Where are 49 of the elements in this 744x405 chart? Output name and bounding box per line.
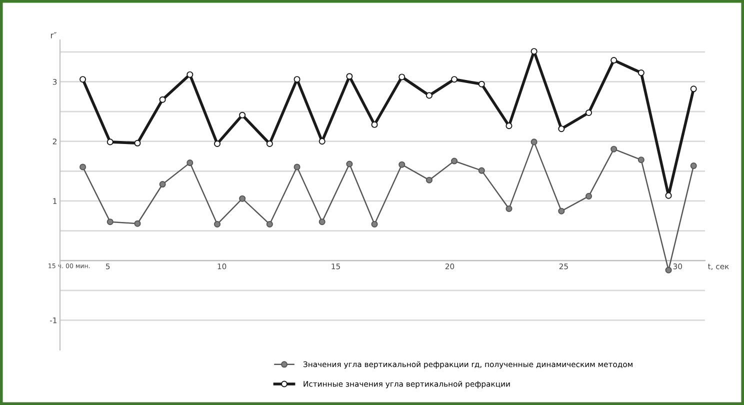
point (690, 162, 697, 170)
point (426, 92, 432, 99)
point (530, 138, 538, 146)
point (371, 220, 378, 228)
point (586, 109, 592, 116)
point (558, 126, 565, 132)
point (346, 160, 353, 168)
point (214, 140, 221, 147)
point (530, 48, 538, 55)
point (451, 158, 458, 164)
point (398, 161, 406, 168)
point (558, 208, 565, 214)
point (690, 86, 697, 92)
point (478, 167, 485, 174)
point (294, 76, 300, 83)
point (586, 192, 592, 200)
point (426, 176, 432, 184)
point (239, 112, 246, 118)
point (106, 138, 114, 146)
point (398, 74, 406, 80)
point (214, 220, 221, 228)
point (106, 218, 114, 226)
point (638, 156, 644, 164)
point (159, 181, 166, 188)
point (506, 205, 512, 212)
point (294, 164, 300, 170)
point (134, 220, 141, 227)
point (610, 146, 618, 152)
point (610, 57, 618, 64)
point (318, 138, 326, 145)
point (186, 71, 194, 78)
point (80, 76, 86, 83)
point (266, 220, 273, 228)
point (506, 122, 512, 130)
point (665, 192, 672, 199)
point (346, 73, 353, 80)
point (186, 160, 194, 166)
y-axis-title: r″ (50, 32, 57, 38)
point (665, 266, 672, 274)
point (318, 218, 326, 226)
point (451, 76, 458, 83)
point (266, 140, 273, 147)
point (80, 164, 86, 170)
point (371, 121, 378, 128)
point (134, 140, 141, 146)
point (159, 96, 166, 103)
point (239, 195, 246, 202)
point (638, 70, 644, 76)
point (478, 80, 485, 88)
